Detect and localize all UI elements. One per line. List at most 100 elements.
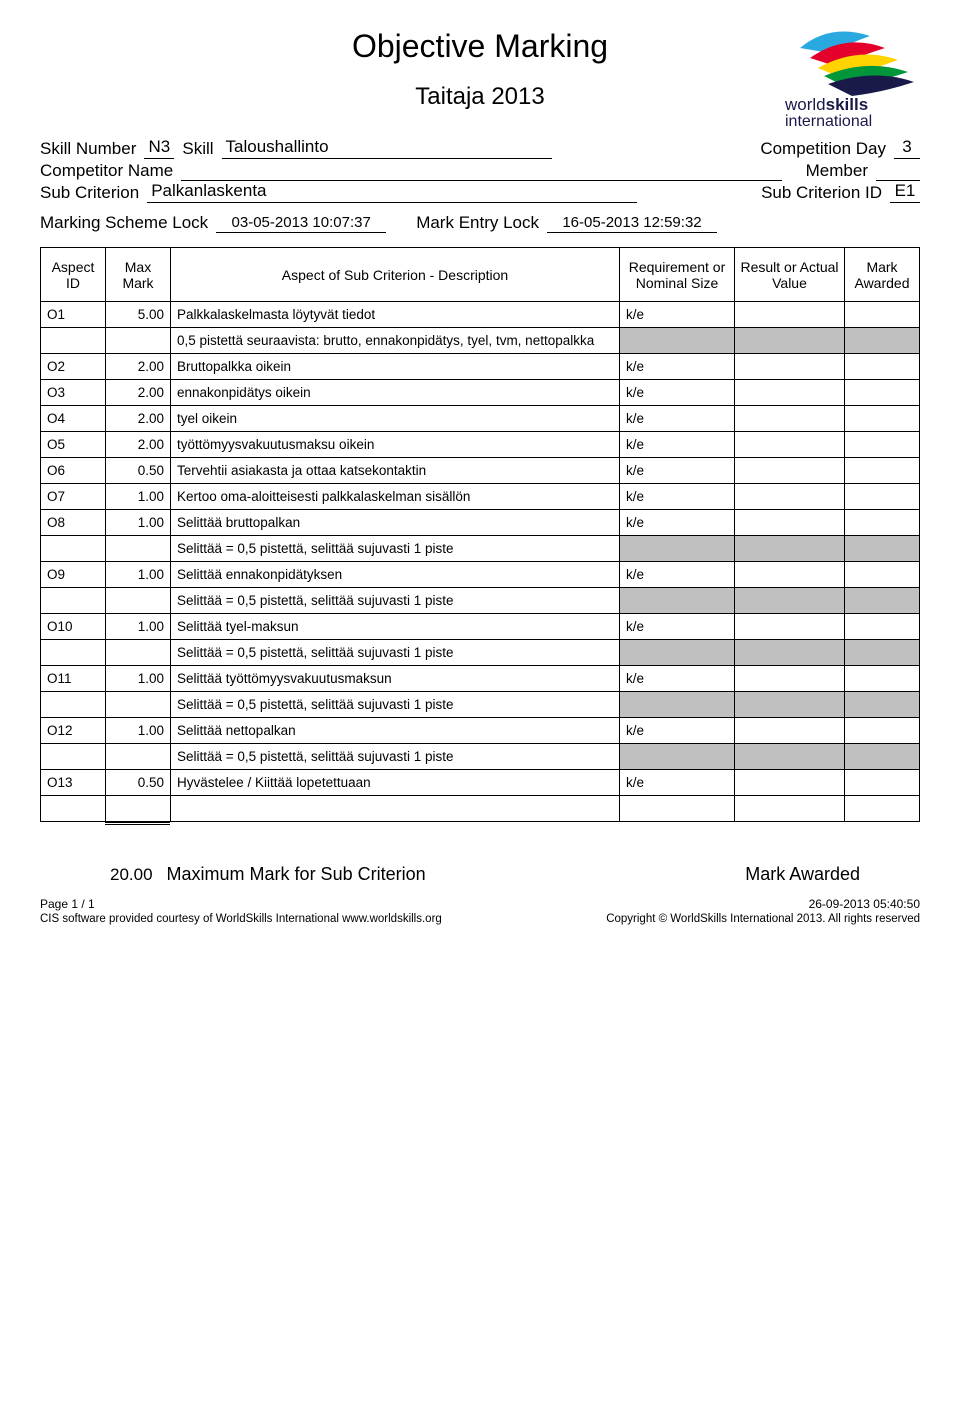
cell-description — [171, 796, 620, 822]
cell-result — [735, 406, 845, 432]
cell-aspect-id — [41, 692, 106, 718]
cell-awarded — [845, 588, 920, 614]
cell-result — [735, 614, 845, 640]
cell-max-mark: 5.00 — [106, 302, 171, 328]
table-row — [41, 796, 920, 822]
cell-description: Selittää nettopalkan — [171, 718, 620, 744]
col-requirement: Requirement or Nominal Size — [620, 248, 735, 302]
cell-max-mark — [106, 744, 171, 770]
skill-number-value: N3 — [144, 137, 174, 159]
cell-max-mark: 1.00 — [106, 510, 171, 536]
cell-aspect-id: O11 — [41, 666, 106, 692]
cell-max-mark: 2.00 — [106, 354, 171, 380]
mark-entry-lock-value: 16-05-2013 12:59:32 — [547, 214, 717, 233]
cell-result — [735, 484, 845, 510]
table-row: O22.00Bruttopalkka oikeink/e — [41, 354, 920, 380]
marking-scheme-lock-label: Marking Scheme Lock — [40, 213, 208, 233]
cell-aspect-id — [41, 796, 106, 822]
cell-result — [735, 588, 845, 614]
cell-requirement — [620, 328, 735, 354]
table-row: O60.50Tervehtii asiakasta ja ottaa katse… — [41, 458, 920, 484]
table-row: O81.00Selittää bruttopalkank/e — [41, 510, 920, 536]
cell-description: Selittää työttömyysvakuutusmaksun — [171, 666, 620, 692]
footer-line-1: Page 1 / 1 26-09-2013 05:40:50 — [40, 897, 920, 911]
table-row: 0,5 pistettä seuraavista: brutto, ennako… — [41, 328, 920, 354]
cell-aspect-id: O9 — [41, 562, 106, 588]
mark-entry-lock-label: Mark Entry Lock — [416, 213, 539, 233]
cell-max-mark: 0.50 — [106, 770, 171, 796]
cell-note: Selittää = 0,5 pistettä, selittää sujuva… — [171, 640, 620, 666]
cell-awarded — [845, 510, 920, 536]
cell-result — [735, 432, 845, 458]
table-row: O52.00työttömyysvakuutusmaksu oikeink/e — [41, 432, 920, 458]
cell-aspect-id: O8 — [41, 510, 106, 536]
cell-aspect-id: O7 — [41, 484, 106, 510]
cell-requirement: k/e — [620, 510, 735, 536]
cell-note: 0,5 pistettä seuraavista: brutto, ennako… — [171, 328, 620, 354]
competition-day-value: 3 — [894, 137, 920, 159]
cell-max-mark: 0.50 — [106, 458, 171, 484]
cell-max-mark — [106, 588, 171, 614]
cell-awarded — [845, 328, 920, 354]
cell-result — [735, 718, 845, 744]
sub-criterion-label: Sub Criterion — [40, 183, 139, 203]
skill-label: Skill — [182, 139, 213, 159]
svg-text:worldskills: worldskills — [784, 95, 868, 114]
cell-max-mark — [106, 328, 171, 354]
cell-requirement: k/e — [620, 432, 735, 458]
cell-awarded — [845, 718, 920, 744]
cell-aspect-id: O13 — [41, 770, 106, 796]
cell-aspect-id: O4 — [41, 406, 106, 432]
member-value — [876, 159, 920, 181]
cell-aspect-id: O10 — [41, 614, 106, 640]
cell-awarded — [845, 744, 920, 770]
competition-day-label: Competition Day — [760, 139, 886, 159]
col-awarded: Mark Awarded — [845, 248, 920, 302]
table-row: Selittää = 0,5 pistettä, selittää sujuva… — [41, 744, 920, 770]
cell-awarded — [845, 796, 920, 822]
cell-aspect-id — [41, 588, 106, 614]
form-row-locks: Marking Scheme Lock 03-05-2013 10:07:37 … — [40, 213, 920, 233]
cell-result — [735, 796, 845, 822]
cell-result — [735, 744, 845, 770]
page-indicator: Page 1 / 1 — [40, 897, 95, 911]
cell-requirement — [620, 796, 735, 822]
col-result: Result or Actual Value — [735, 248, 845, 302]
table-row: O121.00Selittää nettopalkank/e — [41, 718, 920, 744]
cell-awarded — [845, 458, 920, 484]
cell-max-mark — [106, 640, 171, 666]
cell-awarded — [845, 302, 920, 328]
form-row-competitor: Competitor Name Member — [40, 159, 920, 181]
cell-requirement — [620, 744, 735, 770]
cell-awarded — [845, 484, 920, 510]
cell-description: Selittää bruttopalkan — [171, 510, 620, 536]
summary-row: 20.00 Maximum Mark for Sub Criterion Mar… — [40, 864, 920, 885]
footer-timestamp: 26-09-2013 05:40:50 — [809, 897, 920, 911]
marking-table: Aspect ID Max Mark Aspect of Sub Criteri… — [40, 247, 920, 822]
cell-max-mark: 2.00 — [106, 432, 171, 458]
cell-awarded — [845, 562, 920, 588]
cell-result — [735, 380, 845, 406]
cell-requirement — [620, 640, 735, 666]
cell-max-mark: 2.00 — [106, 380, 171, 406]
cell-requirement: k/e — [620, 380, 735, 406]
cell-aspect-id — [41, 328, 106, 354]
footer-line-2: CIS software provided courtesy of WorldS… — [40, 913, 920, 925]
cell-aspect-id — [41, 744, 106, 770]
cell-awarded — [845, 380, 920, 406]
skill-value: Taloushallinto — [222, 137, 552, 159]
col-max-mark: Max Mark — [106, 248, 171, 302]
cell-requirement — [620, 588, 735, 614]
cell-aspect-id: O6 — [41, 458, 106, 484]
worldskills-logo: worldskills international — [780, 18, 930, 133]
sub-criterion-id-label: Sub Criterion ID — [761, 183, 882, 203]
cell-note: Selittää = 0,5 pistettä, selittää sujuva… — [171, 536, 620, 562]
cell-description: Selittää tyel-maksun — [171, 614, 620, 640]
cell-aspect-id: O2 — [41, 354, 106, 380]
cell-result — [735, 770, 845, 796]
cell-requirement: k/e — [620, 302, 735, 328]
max-mark-value: 20.00 — [110, 865, 153, 885]
cell-awarded — [845, 640, 920, 666]
sub-criterion-value: Palkanlaskenta — [147, 181, 637, 203]
footer-credit: CIS software provided courtesy of WorldS… — [40, 913, 442, 925]
